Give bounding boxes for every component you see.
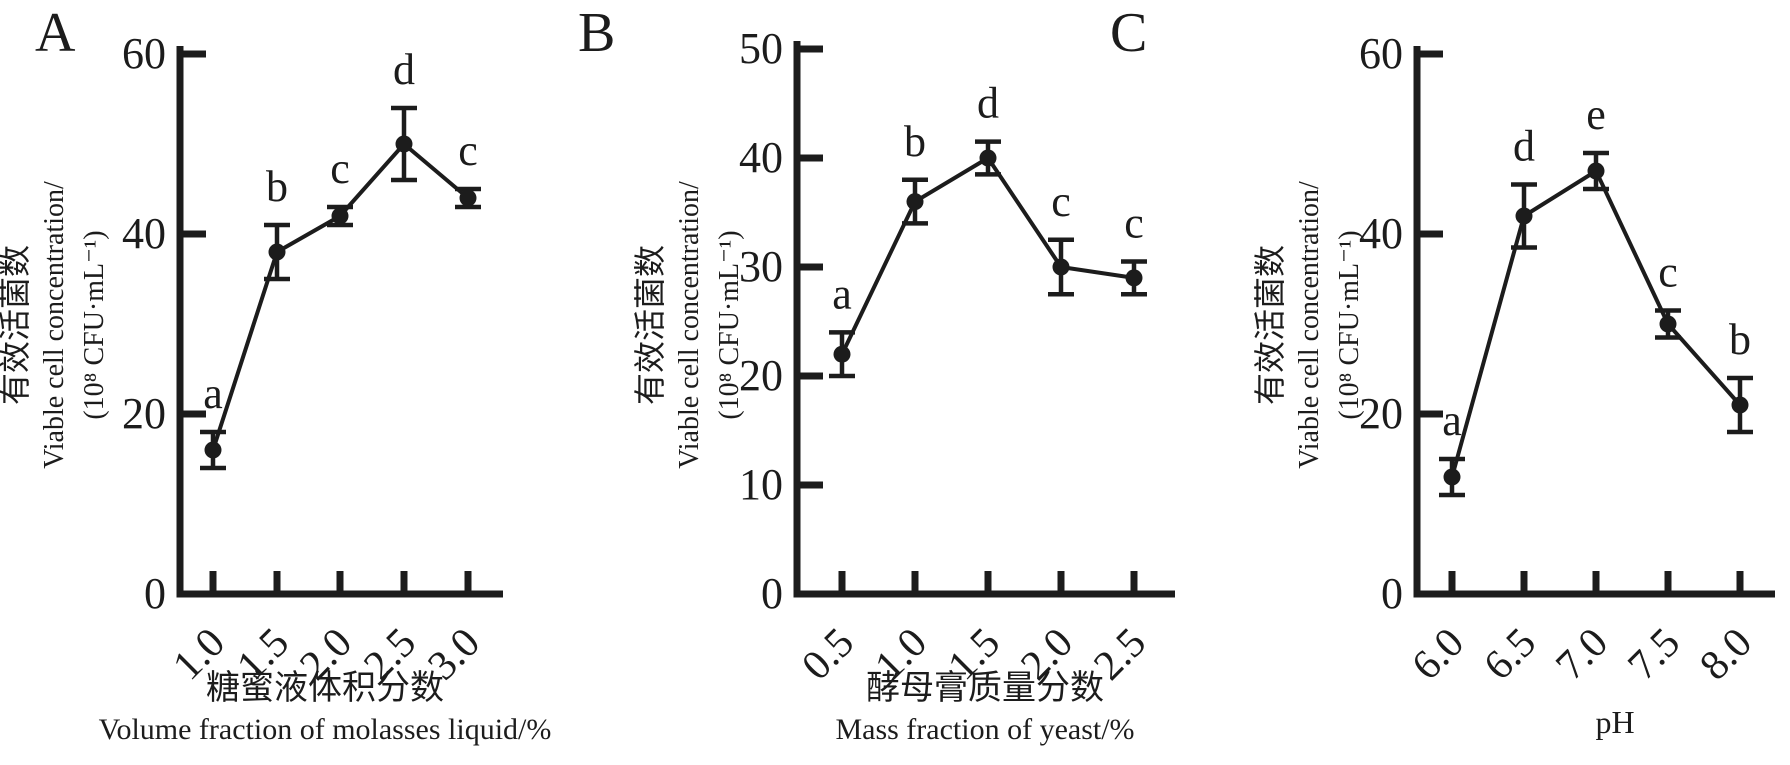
- significance-letter: a: [832, 269, 852, 318]
- data-point: [1515, 207, 1533, 225]
- significance-letter: d: [977, 79, 999, 128]
- panel-C-plot: 0 20 40 60 6.0 6.5 7.0 7.5 8.0 a d e c b: [1359, 29, 1775, 689]
- significance-letter: c: [1051, 177, 1071, 226]
- y-axis-title-unit: (10⁸ CFU·mL⁻¹): [79, 230, 110, 420]
- significance-letter: c: [1658, 248, 1678, 297]
- x-axis-title-panel-c: pH: [1480, 702, 1750, 742]
- panel-label-a: A: [35, 2, 76, 64]
- y-axis-title-panel-c: 有效活菌数 Viable cell concentration/ (10⁸ CF…: [1250, 0, 1370, 655]
- data-point: [1731, 396, 1749, 414]
- y-tick-label: 0: [1381, 569, 1403, 618]
- y-axis-title-unit: (10⁸ CFU·mL⁻¹): [1334, 230, 1365, 420]
- data-point: [1659, 315, 1677, 333]
- data-point: [395, 135, 413, 153]
- y-axis-title-unit: (10⁸ CFU·mL⁻¹): [714, 230, 745, 420]
- x-tick-label: 7.0: [1547, 620, 1617, 690]
- data-point: [1443, 468, 1461, 486]
- data-point: [906, 193, 924, 211]
- y-tick-label: 40: [739, 133, 783, 182]
- data-point: [268, 243, 286, 261]
- y-tick-label: 20: [122, 389, 166, 438]
- data-point: [979, 149, 997, 167]
- data-point: [459, 189, 477, 207]
- data-point: [1587, 162, 1605, 180]
- y-axis-title-zh: 有效活菌数: [0, 245, 33, 406]
- significance-letter: b: [1729, 315, 1751, 364]
- data-line: [1450, 168, 1742, 478]
- y-tick-label: 0: [144, 569, 166, 618]
- significance-letter: c: [330, 144, 350, 193]
- y-axis-title-zh: 有效活菌数: [1252, 245, 1288, 406]
- y-tick-label: 40: [1359, 209, 1403, 258]
- significance-letter: d: [1513, 122, 1535, 171]
- y-axis-title-en: Viable cell concentration/: [674, 181, 705, 469]
- x-axis-title-zh: 酵母膏质量分数: [866, 670, 1104, 707]
- x-tick-label: 6.5: [1475, 620, 1545, 690]
- significance-letter: d: [393, 45, 415, 94]
- y-axis-title-panel-a: 有效活菌数 Viable cell concentration/ (10⁸ CF…: [0, 0, 115, 655]
- x-axis-title-panel-b: 酵母膏质量分数 Mass fraction of yeast/%: [720, 668, 1250, 750]
- y-axis-title-en: Viable cell concentration/: [1294, 181, 1325, 469]
- significance-letter: a: [1442, 396, 1462, 445]
- panel-label-b: B: [578, 2, 616, 64]
- y-tick-label: 60: [1359, 29, 1403, 78]
- data-point: [331, 207, 349, 225]
- x-axis-title-en: Volume fraction of molasses liquid/%: [98, 713, 552, 746]
- x-axis-title-en: Mass fraction of yeast/%: [835, 713, 1135, 746]
- data-line: [840, 155, 1135, 356]
- significance-letter: c: [1124, 199, 1144, 248]
- y-axis-title-en: Viable cell concentration/: [39, 181, 70, 469]
- y-tick-label: 60: [122, 29, 166, 78]
- x-axis-title-zh: 糖蜜液体积分数: [206, 670, 444, 707]
- x-tick-label: 7.5: [1619, 620, 1689, 690]
- x-axis-title-en: pH: [1595, 704, 1635, 740]
- data-point: [1125, 269, 1143, 287]
- data-point: [204, 441, 222, 459]
- y-tick-label: 10: [739, 460, 783, 509]
- y-axis-title-panel-b: 有效活菌数 Viable cell concentration/ (10⁸ CF…: [630, 0, 750, 655]
- significance-letter: b: [904, 117, 926, 166]
- significance-letter: a: [203, 369, 223, 418]
- y-tick-label: 40: [122, 209, 166, 258]
- x-tick-label: 8.0: [1691, 620, 1761, 690]
- data-point: [833, 345, 851, 363]
- y-tick-label: 20: [1359, 389, 1403, 438]
- x-tick-label: 6.0: [1403, 620, 1473, 690]
- significance-letter: b: [266, 162, 288, 211]
- significance-letter: e: [1586, 90, 1606, 139]
- y-tick-label: 50: [739, 24, 783, 73]
- y-axis-title-zh: 有效活菌数: [632, 245, 668, 406]
- x-axis-title-panel-a: 糖蜜液体积分数 Volume fraction of molasses liqu…: [60, 668, 590, 750]
- y-tick-label: 20: [739, 351, 783, 400]
- y-tick-label: 30: [739, 242, 783, 291]
- y-tick-label: 0: [761, 569, 783, 618]
- significance-letter: c: [458, 126, 478, 175]
- data-point: [1052, 258, 1070, 276]
- panel-label-c: C: [1110, 2, 1148, 64]
